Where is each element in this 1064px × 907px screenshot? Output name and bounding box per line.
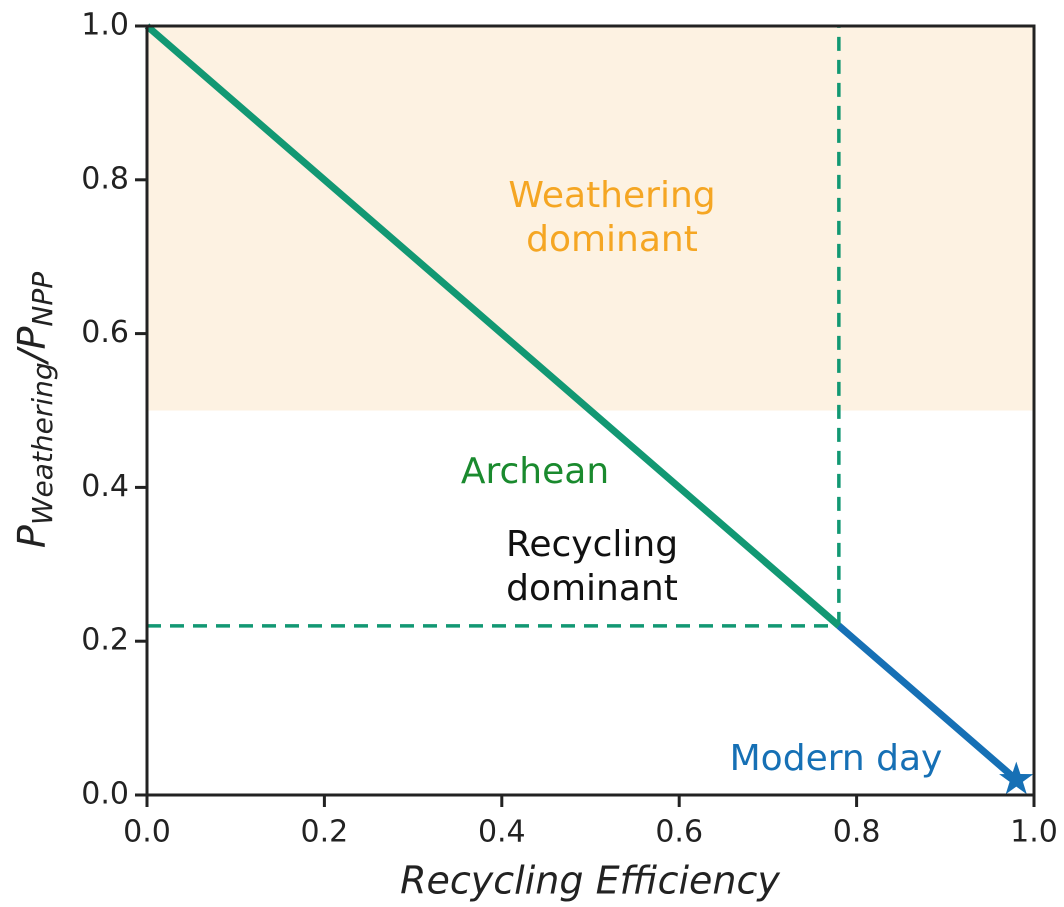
y-label-sub: NPP bbox=[26, 272, 59, 327]
y-tick-label: 0.4 bbox=[81, 469, 129, 504]
y-tick-label: 0.2 bbox=[81, 623, 129, 658]
shaded-region bbox=[147, 26, 1034, 411]
annotation: dominant bbox=[526, 219, 698, 260]
line bbox=[144, 23, 842, 629]
x-tick-label: 0.2 bbox=[301, 815, 349, 850]
x-axis-label: Recycling Efficiency bbox=[400, 859, 780, 903]
y-tick-label: 1.0 bbox=[81, 8, 129, 43]
x-tick-label: 0.0 bbox=[123, 815, 171, 850]
plot-frame bbox=[145, 24, 1036, 797]
line bbox=[836, 623, 1019, 783]
x-tick-label: 0.6 bbox=[655, 815, 703, 850]
annotation: Modern day bbox=[730, 738, 943, 779]
annotation: Archean bbox=[461, 451, 609, 492]
y-tick-label: 0.8 bbox=[81, 161, 129, 196]
x-tick-label: 1.0 bbox=[1010, 815, 1058, 850]
annotation: Weathering bbox=[508, 175, 715, 216]
y-axis-label: PWeathering/PNPP bbox=[10, 272, 60, 548]
y-tick-label: 0.6 bbox=[81, 315, 129, 350]
x-tick-label: 0.8 bbox=[833, 815, 881, 850]
star-marker bbox=[999, 761, 1034, 795]
y-tick-label: 0.0 bbox=[81, 777, 129, 812]
annotation: dominant bbox=[506, 568, 678, 609]
y-label-part: /P bbox=[10, 327, 54, 366]
y-label-sub: Weathering bbox=[26, 362, 59, 525]
annotation: Recycling bbox=[506, 524, 678, 565]
y-label-part: P bbox=[10, 525, 54, 548]
x-tick-label: 0.4 bbox=[478, 815, 526, 850]
